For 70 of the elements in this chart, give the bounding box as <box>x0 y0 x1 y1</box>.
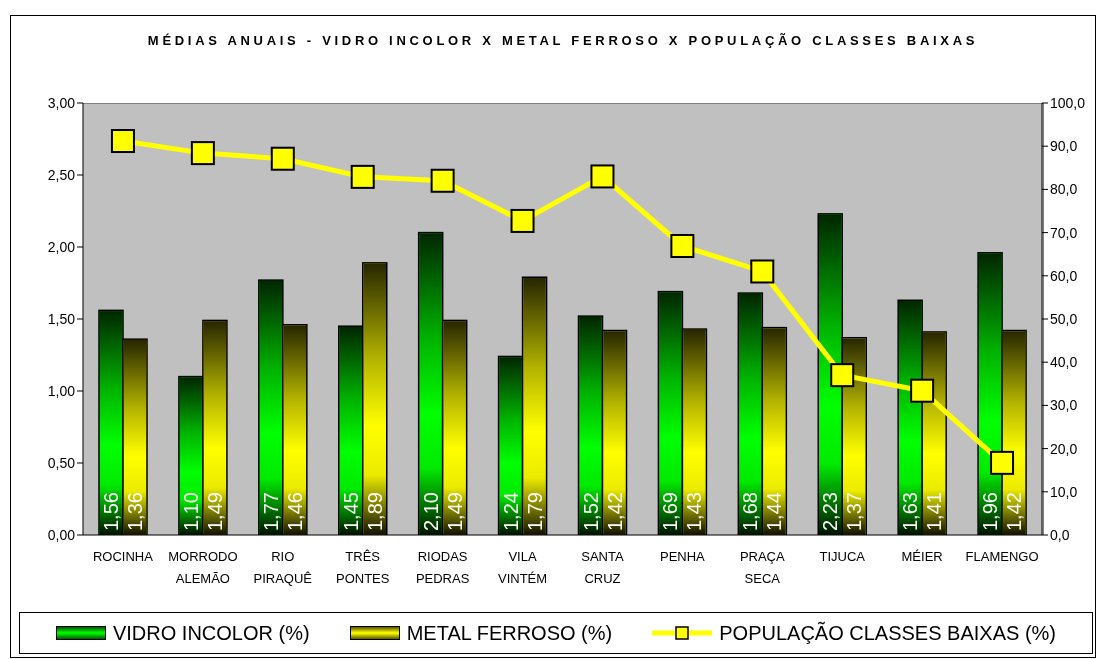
data-label: 1,45 <box>339 492 362 531</box>
y-tick-label: 1,50 <box>47 310 76 327</box>
data-label: 1,49 <box>203 492 226 531</box>
point <box>510 208 535 233</box>
y-tick-label: 3,00 <box>47 94 76 111</box>
point <box>270 146 295 171</box>
data-label: 2,10 <box>419 492 442 531</box>
y2-tick-label: 30,0 <box>1050 397 1078 414</box>
y2-tick-label: 60,0 <box>1050 267 1078 284</box>
point <box>110 129 135 154</box>
data-label: 1,46 <box>283 492 306 531</box>
data-label: 1,69 <box>659 492 682 531</box>
chart-title: MÉDIAS ANUAIS - VIDRO INCOLOR X METAL FERROSO X POPULAÇÃO CLASSES BAIXAS <box>146 33 980 48</box>
x-tick-label: PENHA <box>659 549 706 564</box>
x-tick-label: RIO PIRAQUÊ <box>253 549 313 586</box>
data-label: 1,63 <box>899 492 922 531</box>
point <box>830 363 855 388</box>
data-label: 1,79 <box>523 492 546 531</box>
y-tick-label: 0,50 <box>47 454 76 471</box>
data-label: 1,89 <box>363 492 386 531</box>
point <box>750 259 775 284</box>
y2-tick-label: 50,0 <box>1050 310 1078 327</box>
y2-tick-label: 20,0 <box>1050 440 1078 457</box>
point <box>350 164 375 189</box>
point <box>590 164 615 189</box>
point <box>190 141 215 166</box>
data-label: 1,96 <box>979 492 1002 531</box>
data-label: 1,37 <box>843 492 866 531</box>
y-tick-label: 1,00 <box>47 382 76 399</box>
point <box>910 378 935 403</box>
y-tick-label: 2,50 <box>47 166 76 183</box>
x-tick-label: MORRODO ALEMÃO <box>168 549 238 586</box>
x-tick-label: VILA VINTÉM <box>497 549 548 586</box>
data-label: 1,42 <box>1003 492 1026 531</box>
data-label: 1,24 <box>499 492 522 531</box>
x-tick-label: FLAMENGO <box>965 549 1039 564</box>
data-label: 1,56 <box>100 492 122 531</box>
y-tick-label: 2,00 <box>47 238 76 255</box>
legend-label: POPULAÇÃO CLASSES BAIXAS (%) <box>719 621 1057 645</box>
point <box>430 168 455 193</box>
y2-tick-label: 0,0 <box>1050 526 1070 543</box>
y2-tick-label: 90,0 <box>1050 138 1078 155</box>
data-label: 1,42 <box>603 492 626 531</box>
data-label: 1,77 <box>259 492 282 531</box>
y2-tick-label: 80,0 <box>1050 181 1078 198</box>
data-label: 1,49 <box>443 492 466 531</box>
x-tick-label: PRAÇA SECA <box>739 549 786 586</box>
x-tick-label: TRÊS PONTES <box>335 549 390 586</box>
x-tick-label: SANTA CRUZ <box>581 549 624 586</box>
data-label: 1,44 <box>763 492 786 531</box>
legend-label: METAL FERROSO (%) <box>406 621 613 645</box>
data-label: 2,23 <box>819 492 842 531</box>
x-tick-label: ROCINHA <box>92 549 154 564</box>
y2-tick-label: 40,0 <box>1050 354 1078 371</box>
data-label: 1,10 <box>179 492 202 531</box>
point <box>670 233 695 258</box>
x-tick-label: RIODAS PEDRAS <box>415 549 470 586</box>
point <box>990 450 1015 475</box>
y2-tick-label: 10,0 <box>1050 483 1078 500</box>
y-tick-label: 0,00 <box>47 526 76 543</box>
x-tick-label: MÉIER <box>901 549 943 564</box>
data-label: 1,43 <box>683 492 706 531</box>
data-label: 1,68 <box>739 492 762 531</box>
y2-tick-label: 70,0 <box>1050 224 1078 241</box>
data-label: 1,36 <box>124 492 146 531</box>
data-label: 1,52 <box>579 492 602 531</box>
legend-label: VIDRO INCOLOR (%) <box>112 621 310 645</box>
y2-tick-label: 100,0 <box>1050 94 1086 111</box>
data-label: 1,41 <box>923 492 946 531</box>
x-tick-label: TIJUCA <box>819 549 866 564</box>
